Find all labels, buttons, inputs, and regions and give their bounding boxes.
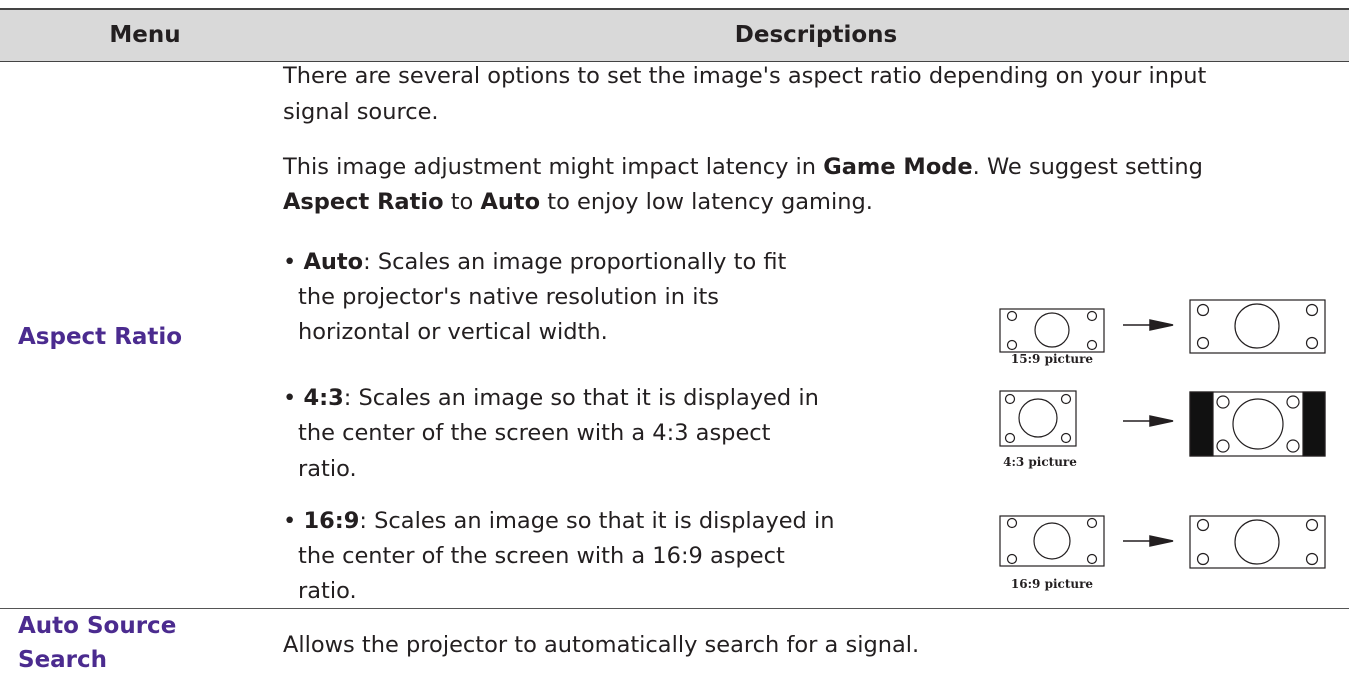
menu-label: Aspect Ratio: [18, 324, 183, 350]
bullet-line: the projector's native resolution in its: [298, 282, 719, 312]
text-run: signal source.: [283, 99, 439, 125]
text-run: Auto: [480, 189, 541, 215]
text-run: the center of the screen with a 4:3 aspe…: [298, 420, 771, 446]
text-line: There are several options to set the ima…: [283, 61, 1206, 91]
text-run: This image adjustment might impact laten…: [283, 154, 824, 180]
diagram-auto: [999, 299, 1326, 354]
text-run: the projector's native resolution in its: [298, 284, 719, 310]
text-run: to enjoy low latency gaming.: [540, 189, 873, 215]
bullet-line: • Auto: Scales an image proportionally t…: [283, 247, 786, 277]
text-run: •: [283, 385, 304, 411]
header-menu: Menu: [109, 22, 181, 48]
text-run: There are several options to set the ima…: [283, 63, 1207, 89]
description: Allows the projector to automatically se…: [283, 632, 920, 658]
text-run: •: [283, 249, 304, 275]
caption: 16:9 picture: [1010, 577, 1094, 591]
text-run: horizontal or vertical width.: [298, 319, 608, 345]
diagram-16-9: [999, 515, 1326, 569]
text-run: : Scales an image proportionally to fit: [363, 249, 787, 275]
text-run: ratio.: [298, 456, 357, 482]
caption: 4:3 picture: [1003, 455, 1077, 469]
diagram-4-3: [999, 390, 1326, 457]
text-run: : Scales an image so that it is displaye…: [343, 385, 819, 411]
header-descriptions: Descriptions: [734, 22, 898, 48]
row-divider: [0, 608, 1349, 609]
bullet-line: the center of the screen with a 16:9 asp…: [298, 541, 785, 571]
arrows: [1123, 319, 1174, 547]
text-run: Game Mode: [823, 154, 973, 180]
menu-label: Search: [18, 647, 108, 673]
text-line: Aspect Ratio to Auto to enjoy low latenc…: [283, 187, 873, 217]
bullet-line: • 16:9: Scales an image so that it is di…: [283, 506, 835, 536]
bullet-line: ratio.: [298, 454, 357, 484]
text-line: This image adjustment might impact laten…: [283, 152, 1203, 182]
header-band: [0, 8, 1349, 62]
menu-label: Auto Source: [18, 613, 177, 639]
bullet-line: the center of the screen with a 4:3 aspe…: [298, 418, 771, 448]
text-run: to: [443, 189, 481, 215]
text-line: signal source.: [283, 97, 439, 127]
bullet-line: • 4:3: Scales an image so that it is dis…: [283, 383, 819, 413]
caption: 15:9 picture: [1010, 352, 1094, 366]
bullet-line: ratio.: [298, 576, 357, 606]
text-run: : Scales an image so that it is displaye…: [359, 508, 835, 534]
text-run: 16:9: [303, 508, 360, 534]
text-run: Auto: [303, 249, 364, 275]
bullet-line: horizontal or vertical width.: [298, 317, 608, 347]
text-run: ratio.: [298, 578, 357, 604]
text-run: 4:3: [303, 385, 344, 411]
text-run: . We suggest setting: [972, 154, 1203, 180]
text-run: •: [283, 508, 304, 534]
text-run: Aspect Ratio: [283, 189, 444, 215]
text-run: the center of the screen with a 16:9 asp…: [298, 543, 785, 569]
